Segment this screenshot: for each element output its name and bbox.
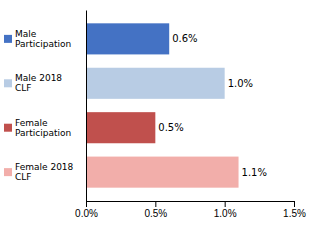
- x-tick-mark: [225, 201, 226, 207]
- x-tick-label: 0.0%: [75, 208, 98, 219]
- data-label: 1.0%: [228, 78, 253, 89]
- y-axis-line: [86, 11, 87, 202]
- x-tick-mark: [155, 201, 156, 207]
- x-tick-label: 0.5%: [144, 208, 167, 219]
- data-label: 0.6%: [172, 33, 197, 44]
- bar: [86, 68, 225, 99]
- data-label: 1.1%: [242, 167, 267, 178]
- legend-swatch: [4, 35, 12, 43]
- x-axis: 0.0% 0.5% 1.0% 1.5%: [75, 201, 306, 219]
- bar: [86, 157, 239, 188]
- data-labels: 0.6% 1.0% 0.5% 1.1%: [158, 33, 267, 177]
- bars: [86, 23, 239, 187]
- bar: [86, 112, 155, 143]
- y-axis: [86, 11, 87, 202]
- legend-swatch: [4, 168, 12, 176]
- x-axis-line: [87, 201, 295, 202]
- data-label: 0.5%: [158, 122, 183, 133]
- x-tick-label: 1.0%: [214, 208, 237, 219]
- chart: 0.0% 0.5% 1.0% 1.5% 0.6% 1.0% 0.5% 1.1% MalePart…: [0, 0, 312, 227]
- category-label: MaleParticipation: [15, 29, 71, 49]
- x-tick-mark: [86, 201, 87, 207]
- x-tick: 0.5%: [144, 201, 167, 219]
- x-tick: 1.5%: [283, 201, 306, 219]
- category-label: FemaleParticipation: [15, 118, 71, 138]
- legend-swatch: [4, 124, 12, 132]
- category-label: Male 2018CLF: [15, 73, 62, 93]
- x-tick: 1.0%: [214, 201, 237, 219]
- category-labels: MaleParticipation Male 2018CLF FemaleParti…: [4, 29, 74, 182]
- plot: 0.0% 0.5% 1.0% 1.5% 0.6% 1.0% 0.5% 1.1% MalePart…: [4, 11, 306, 220]
- x-tick-mark: [294, 201, 295, 207]
- x-tick-label: 1.5%: [283, 208, 306, 219]
- bar: [86, 23, 169, 54]
- legend-swatch: [4, 79, 12, 87]
- category-label: Female 2018CLF: [15, 162, 74, 182]
- x-tick: 0.0%: [75, 201, 98, 219]
